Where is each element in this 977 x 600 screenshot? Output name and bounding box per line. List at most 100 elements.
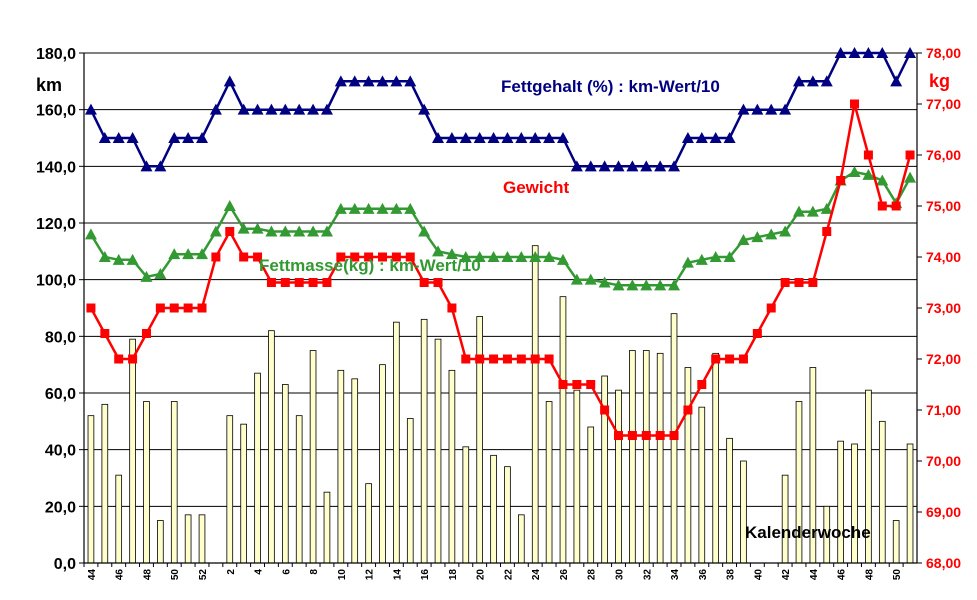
right-tick-label: 76,00 <box>926 147 961 163</box>
fettgehalt-point <box>376 75 389 87</box>
km-bar <box>656 352 664 564</box>
gewicht-point <box>738 354 748 364</box>
fettmasse-point <box>348 202 361 214</box>
x-tick-label: 48 <box>142 569 153 581</box>
gewicht-point <box>475 354 485 364</box>
gewicht-point <box>86 303 96 313</box>
x-tick-label: 50 <box>892 569 903 581</box>
km-bar <box>143 401 150 564</box>
fettgehalt-point <box>584 160 597 172</box>
x-tick-label: 28 <box>587 569 598 581</box>
fettgehalt-point <box>432 132 445 143</box>
gewicht-point <box>850 99 860 109</box>
fettmasse-point <box>876 174 889 186</box>
fettmasse-point <box>584 273 597 285</box>
fettmasse-point <box>820 202 833 214</box>
fettgehalt-point <box>459 132 472 143</box>
left-tick-label: 180,0 <box>36 46 76 63</box>
fettgehalt-point <box>904 47 917 58</box>
gridlines <box>79 52 922 564</box>
gewicht-point <box>350 252 360 262</box>
fettmasse-point <box>543 251 556 262</box>
fettmasse-point <box>126 253 139 265</box>
gewicht-point <box>516 354 526 364</box>
fettgehalt-point <box>84 103 97 115</box>
fettgehalt-point <box>626 160 639 172</box>
left-tick-label: 120,0 <box>36 216 76 233</box>
km-bar <box>906 443 914 564</box>
km-bar <box>851 443 858 564</box>
gewicht-point <box>683 405 693 415</box>
km-bar <box>281 384 289 564</box>
fettmasse-point <box>681 256 694 268</box>
left-tick-label: 0,0 <box>54 556 76 573</box>
gewicht-point <box>225 227 235 236</box>
km-bar <box>198 514 206 564</box>
gewicht-point <box>294 278 304 287</box>
gewicht-point <box>752 329 762 338</box>
fettmasse-point <box>459 251 472 262</box>
fettgehalt-point <box>320 103 333 115</box>
fettmasse-point <box>626 279 639 291</box>
km-bar <box>379 364 386 564</box>
fettmasse-point <box>695 253 708 265</box>
x-tick-label: 14 <box>392 569 403 581</box>
fettgehalt-point <box>126 132 139 143</box>
right-tick-label: 77,00 <box>926 96 961 112</box>
x-tick-label: 2 <box>226 569 237 575</box>
gewicht-point <box>155 303 165 313</box>
fettmasse-point <box>334 202 347 214</box>
fettmasse-point <box>473 251 486 262</box>
fettmasse-point <box>556 253 569 265</box>
left-axis-unit: km <box>36 75 62 95</box>
km-bar <box>240 423 247 564</box>
fettgehalt-point <box>681 132 694 143</box>
fettmasse-point <box>848 166 861 177</box>
km-bar <box>157 520 164 564</box>
fettmasse-point <box>112 253 125 265</box>
fettmasse-point <box>223 200 236 211</box>
gewicht-point <box>891 201 901 211</box>
x-tick-label: 32 <box>642 569 653 581</box>
fettgehalt-point <box>751 103 764 115</box>
fettgehalt-point <box>196 132 209 143</box>
fettmasse-point <box>515 251 528 262</box>
x-tick-label: 46 <box>837 569 848 581</box>
km-bar <box>629 350 636 564</box>
gewicht-point <box>669 431 679 440</box>
gewicht-point <box>572 380 582 389</box>
fettgehalt-point <box>182 132 195 143</box>
fettgehalt-point <box>140 160 153 172</box>
gewicht-point <box>419 278 429 287</box>
right-axis-unit: kg <box>929 71 950 91</box>
gewicht-point <box>280 278 290 287</box>
fettmasse-point <box>182 248 195 260</box>
gewicht-point <box>641 431 651 440</box>
left-tick-label: 60,0 <box>45 386 76 403</box>
km-bar <box>878 420 886 564</box>
fettgehalt-point <box>251 103 264 115</box>
gewicht-point <box>405 252 415 262</box>
right-tick-label: 72,00 <box>926 351 961 367</box>
fettgehalt-point <box>515 132 528 143</box>
x-axis-tick-labels: 44 46 48 50 52 2 4 6 8 10 12 14 16 18 20 22 24 26 28 30 32 34… <box>87 569 903 581</box>
gewicht-point <box>197 303 207 313</box>
fettgehalt-point <box>404 75 417 87</box>
gewicht-point <box>336 252 346 262</box>
gewicht-point <box>780 278 790 287</box>
gewicht-point <box>877 201 887 211</box>
series-lines <box>84 47 917 440</box>
left-tick-label: 140,0 <box>36 159 76 176</box>
km-bar <box>406 418 414 564</box>
annotation-fettmasse: Fettmasse(kg) : km-Wert/10 <box>259 256 481 275</box>
right-tick-label: 69,00 <box>926 504 961 520</box>
fettgehalt-point <box>529 132 542 143</box>
x-tick-label: 18 <box>448 569 459 581</box>
fettmasse-point <box>154 268 167 279</box>
fettmasse-point <box>432 245 445 257</box>
km-bar <box>351 378 359 564</box>
fettmasse-point <box>251 222 264 234</box>
km-bar <box>476 316 483 564</box>
gewicht-point <box>822 227 832 236</box>
fettmasse-point <box>209 225 222 237</box>
